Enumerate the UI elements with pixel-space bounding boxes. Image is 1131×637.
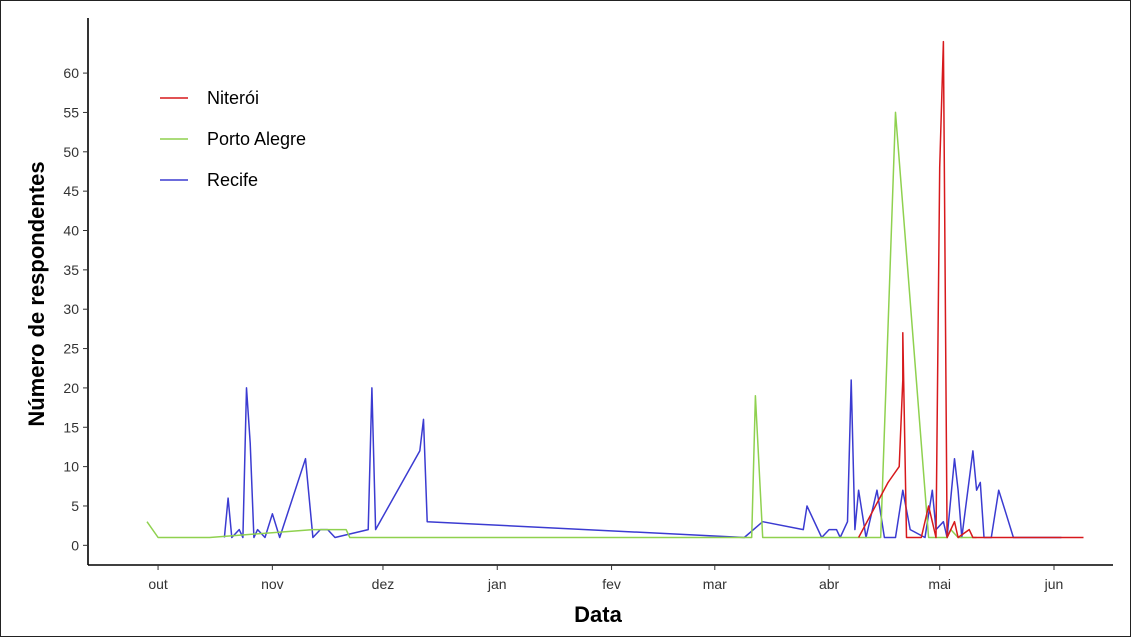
- legend-label-recife: Recife: [207, 170, 258, 190]
- y-tick-label: 30: [63, 301, 79, 317]
- y-tick-label: 50: [63, 144, 79, 160]
- x-tick-label: dez: [372, 576, 395, 592]
- y-tick-label: 60: [63, 65, 79, 81]
- legend: Niterói Porto Alegre Recife: [160, 88, 306, 190]
- x-tick-label: mar: [703, 576, 727, 592]
- x-tick-label: out: [148, 576, 168, 592]
- x-axis-title: Data: [574, 602, 622, 627]
- y-tick-label: 25: [63, 341, 79, 357]
- x-tick-label: abr: [819, 576, 840, 592]
- y-tick-label: 35: [63, 262, 79, 278]
- y-tick-label: 20: [63, 380, 79, 396]
- x-tick-label: jun: [1044, 576, 1064, 592]
- plot-area: [146, 40, 1084, 539]
- y-tick-label: 55: [63, 104, 79, 120]
- y-axis-ticks: 0 5 10 15 20 25 30 35 40 45 50 55 60: [63, 65, 88, 553]
- series-line-recife: [223, 379, 1062, 539]
- x-tick-label: mai: [928, 576, 951, 592]
- x-axis-ticks: out nov dez jan fev mar abr mai jun: [148, 565, 1063, 592]
- y-tick-label: 5: [71, 498, 79, 514]
- y-tick-label: 0: [71, 537, 79, 553]
- y-tick-label: 10: [63, 459, 79, 475]
- y-tick-label: 15: [63, 419, 79, 435]
- x-tick-label: fev: [602, 576, 621, 592]
- x-tick-label: nov: [261, 576, 284, 592]
- legend-label-porto-alegre: Porto Alegre: [207, 129, 306, 149]
- y-tick-label: 40: [63, 223, 79, 239]
- series-line-niteroi: [857, 40, 1084, 539]
- legend-label-niteroi: Niterói: [207, 88, 259, 108]
- y-axis-title: Número de respondentes: [24, 161, 49, 426]
- y-tick-label: 45: [63, 183, 79, 199]
- x-tick-label: jan: [487, 576, 507, 592]
